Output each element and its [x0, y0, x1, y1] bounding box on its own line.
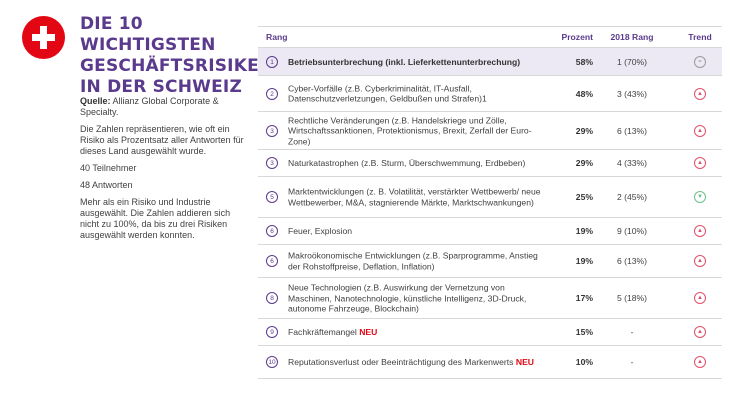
table-row: 6 Makroökonomische Entwicklungen (z.B. Sp… — [258, 245, 722, 278]
prev-rank: 1 (70%) — [616, 56, 648, 67]
risk-table: Rang Prozent 2018 Rang Trend 1 Betriebsun… — [258, 26, 722, 379]
risk-percent: 10% — [575, 357, 593, 367]
trend-up-icon: ▲ — [694, 255, 706, 267]
rank-badge: 5 — [266, 191, 278, 203]
table-row: 3 Naturkatastrophen (z.B. Sturm, Überschw… — [258, 150, 722, 177]
risk-name: Feuer, Explosion — [288, 226, 546, 237]
trend-up-icon: ▲ — [694, 356, 706, 368]
risk-name: Betriebsunterbrechung (inkl. Lieferkette… — [288, 56, 546, 67]
rank-badge: 8 — [266, 292, 278, 304]
trend-up-icon: ▲ — [694, 124, 706, 137]
rank-badge: 2 — [266, 87, 278, 100]
rank-badge: 6 — [266, 225, 278, 237]
rank-badge: 3 — [266, 124, 278, 137]
risk-name: Marktentwicklungen (z. B. Volatilität, v… — [288, 187, 546, 208]
new-badge: NEU — [515, 356, 535, 367]
table-row: 6 Feuer, Explosion 19% 9 (10%) ▲ — [258, 218, 722, 245]
source-label: Quelle: — [80, 96, 111, 106]
risk-label: Neue Technologien (z.B. Auswirkung der V… — [288, 282, 527, 314]
page-title: DIE 10 WICHTIGSTEN GESCHÄFTSRISIKEN IN D… — [80, 14, 274, 97]
risk-label: Feuer, Explosion — [288, 225, 353, 236]
prev-rank: 6 (13%) — [616, 256, 648, 266]
source-text: Allianz Global Corporate & Specialty. — [80, 96, 219, 117]
risk-name: Reputationsverlust oder Beeinträchtigung… — [288, 357, 546, 368]
risk-percent: 17% — [575, 293, 593, 303]
new-badge: NEU — [359, 326, 378, 337]
answers-count: 48 Antworten — [80, 180, 133, 190]
table-row: 1 Betriebsunterbrechung (inkl. Lieferkett… — [258, 48, 722, 76]
trend-up-icon: ▲ — [694, 87, 706, 100]
table-row: 8 Neue Technologien (z.B. Auswirkung der … — [258, 278, 722, 319]
prev-rank: 9 (10%) — [616, 226, 648, 236]
rank-badge: 6 — [266, 255, 278, 267]
risk-percent: 29% — [575, 125, 593, 136]
risk-name: Rechtliche Veränderungen (z.B. Handelskr… — [288, 115, 546, 147]
risk-label: Reputationsverlust oder Beeinträchtigung… — [288, 356, 514, 367]
prev-rank: 6 (13%) — [616, 125, 648, 136]
risk-percent: 29% — [575, 158, 593, 168]
note-multiple-answers: Mehr als ein Risiko und Industrie ausgew… — [80, 197, 231, 240]
trend-same-icon: = — [694, 55, 706, 68]
risk-name: Naturkatastrophen (z.B. Sturm, Überschwe… — [288, 158, 546, 169]
table-row: 3 Rechtliche Veränderungen (z.B. Handelsk… — [258, 112, 722, 150]
trend-down-icon: ▼ — [694, 191, 706, 203]
trend-up-icon: ▲ — [694, 225, 706, 237]
participants-count: 40 Teilnehmer — [80, 163, 137, 173]
rank-badge: 10 — [266, 356, 278, 368]
header-prev-rank: 2018 Rang — [610, 32, 654, 42]
risk-label: Naturkatastrophen (z.B. Sturm, Überschwe… — [288, 157, 526, 168]
risk-label: Rechtliche Veränderungen (z.B. Handelskr… — [288, 114, 532, 146]
trend-up-icon: ▲ — [694, 292, 706, 304]
risk-percent: 58% — [575, 56, 593, 67]
table-row: 9 Fachkräftemangel NEU 15% - ▲ — [258, 319, 722, 346]
swiss-flag-icon — [22, 16, 65, 59]
header-trend: Trend — [688, 32, 712, 42]
table-header: Rang Prozent 2018 Rang Trend — [258, 26, 722, 48]
risk-percent: 25% — [575, 192, 593, 202]
risk-label: Cyber-Vorfälle (z.B. Cyberkriminalität, … — [288, 83, 487, 104]
rank-badge: 3 — [266, 157, 278, 169]
trend-up-icon: ▲ — [694, 326, 706, 338]
risk-percent: 19% — [575, 226, 593, 236]
prev-rank: 4 (33%) — [616, 158, 648, 168]
risk-label: Marktentwicklungen (z. B. Volatilität, v… — [288, 186, 541, 208]
rank-badge: 9 — [266, 326, 278, 338]
prev-rank: - — [630, 357, 634, 367]
risk-label: Betriebsunterbrechung (inkl. Lieferkette… — [288, 56, 521, 67]
risk-percent: 48% — [575, 88, 593, 99]
header-percent: Prozent — [561, 32, 593, 42]
prev-rank: 5 (18%) — [616, 293, 648, 303]
prev-rank: - — [630, 327, 634, 337]
sidebar-notes: Quelle: Allianz Global Corporate & Speci… — [80, 96, 250, 247]
table-row: 5 Marktentwicklungen (z. B. Volatilität, … — [258, 177, 722, 218]
risk-label: Makroökonomische Entwicklungen (z.B. Spa… — [288, 250, 538, 272]
risk-name: Cyber-Vorfälle (z.B. Cyberkriminalität, … — [288, 83, 546, 104]
trend-up-icon: ▲ — [694, 157, 706, 169]
risk-percent: 15% — [575, 327, 593, 337]
source-line: Quelle: Allianz Global Corporate & Speci… — [80, 96, 250, 118]
table-body: 1 Betriebsunterbrechung (inkl. Lieferkett… — [258, 48, 722, 379]
risk-name: Makroökonomische Entwicklungen (z.B. Spa… — [288, 251, 546, 272]
risk-percent: 19% — [575, 256, 593, 266]
risk-label: Fachkräftemangel — [288, 326, 357, 337]
table-row: 2 Cyber-Vorfälle (z.B. Cyberkriminalität,… — [258, 76, 722, 112]
prev-rank: 2 (45%) — [616, 192, 648, 202]
rank-badge: 1 — [266, 55, 278, 68]
header-rank: Rang — [266, 32, 288, 42]
risk-name: Fachkräftemangel NEU — [288, 327, 546, 338]
prev-rank: 3 (43%) — [616, 88, 648, 99]
table-row: 10 Reputationsverlust oder Beeinträchtigu… — [258, 346, 722, 379]
note-percent-explanation: Die Zahlen repräsentieren, wie oft ein R… — [80, 124, 244, 156]
risk-name: Neue Technologien (z.B. Auswirkung der V… — [288, 282, 546, 314]
